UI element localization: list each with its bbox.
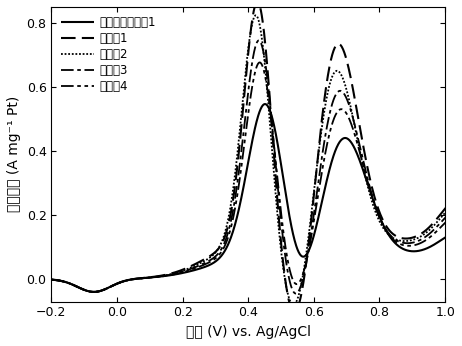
Line: 实施例4: 实施例4 [51, 62, 452, 292]
Y-axis label: 电流密度 (A mg⁻¹ Pt): 电流密度 (A mg⁻¹ Pt) [7, 96, 21, 212]
实施例4 [324, 142, 330, 146]
实施例4 [91, 290, 97, 294]
实施例1 [324, 79, 330, 83]
对比实施实施例1 [362, 172, 367, 176]
对比实施实施例1 [369, 193, 374, 197]
实施例2 [369, 198, 374, 202]
实施例1 [225, 225, 231, 229]
X-axis label: 电压 (V) vs. Ag/AgCl: 电压 (V) vs. Ag/AgCl [186, 325, 311, 339]
对比实施实施例1 [262, 102, 267, 106]
实施例2 [324, 94, 330, 98]
实施例3 [449, 209, 455, 213]
实施例2 [225, 220, 231, 224]
实施例4 [225, 235, 231, 239]
实施例4 [211, 258, 216, 262]
实施例1 [292, 310, 297, 314]
实施例1 [369, 184, 374, 188]
实施例1 [90, 290, 95, 294]
实施例2 [449, 203, 455, 208]
对比实施实施例1 [449, 231, 455, 236]
对比实施实施例1 [91, 290, 97, 294]
对比实施实施例1 [211, 261, 216, 265]
实施例1 [49, 277, 54, 282]
对比实施实施例1 [324, 177, 330, 181]
实施例4 [49, 277, 54, 282]
实施例2 [211, 253, 216, 257]
实施例2 [49, 277, 54, 282]
实施例3 [369, 191, 374, 195]
实施例2 [90, 290, 95, 294]
实施例3 [324, 124, 330, 128]
实施例1 [362, 150, 367, 154]
实施例4 [369, 193, 374, 197]
实施例2 [362, 170, 367, 174]
实施例1 [255, 0, 260, 4]
对比实施实施例1 [90, 290, 95, 294]
实施例3 [211, 256, 216, 260]
实施例2 [253, 13, 259, 17]
实施例3 [49, 277, 54, 282]
实施例2 [291, 303, 296, 307]
实施例1 [211, 252, 216, 256]
实施例4 [90, 290, 95, 294]
实施例1 [449, 199, 455, 203]
Line: 实施例2: 实施例2 [51, 15, 452, 305]
实施例3 [362, 163, 367, 167]
实施例3 [256, 38, 261, 43]
实施例3 [225, 232, 231, 236]
Legend: 对比实施实施例1, 实施例1, 实施例2, 实施例3, 实施例4: 对比实施实施例1, 实施例1, 实施例2, 实施例3, 实施例4 [57, 13, 160, 97]
Line: 实施例3: 实施例3 [51, 40, 452, 293]
Line: 对比实施实施例1: 对比实施实施例1 [51, 104, 452, 292]
实施例3 [293, 291, 298, 295]
实施例4 [257, 60, 262, 64]
Line: 实施例1: 实施例1 [51, 2, 452, 312]
对比实施实施例1 [225, 243, 231, 247]
实施例3 [90, 290, 95, 294]
实施例4 [362, 167, 367, 172]
对比实施实施例1 [49, 277, 54, 282]
实施例4 [449, 215, 455, 219]
